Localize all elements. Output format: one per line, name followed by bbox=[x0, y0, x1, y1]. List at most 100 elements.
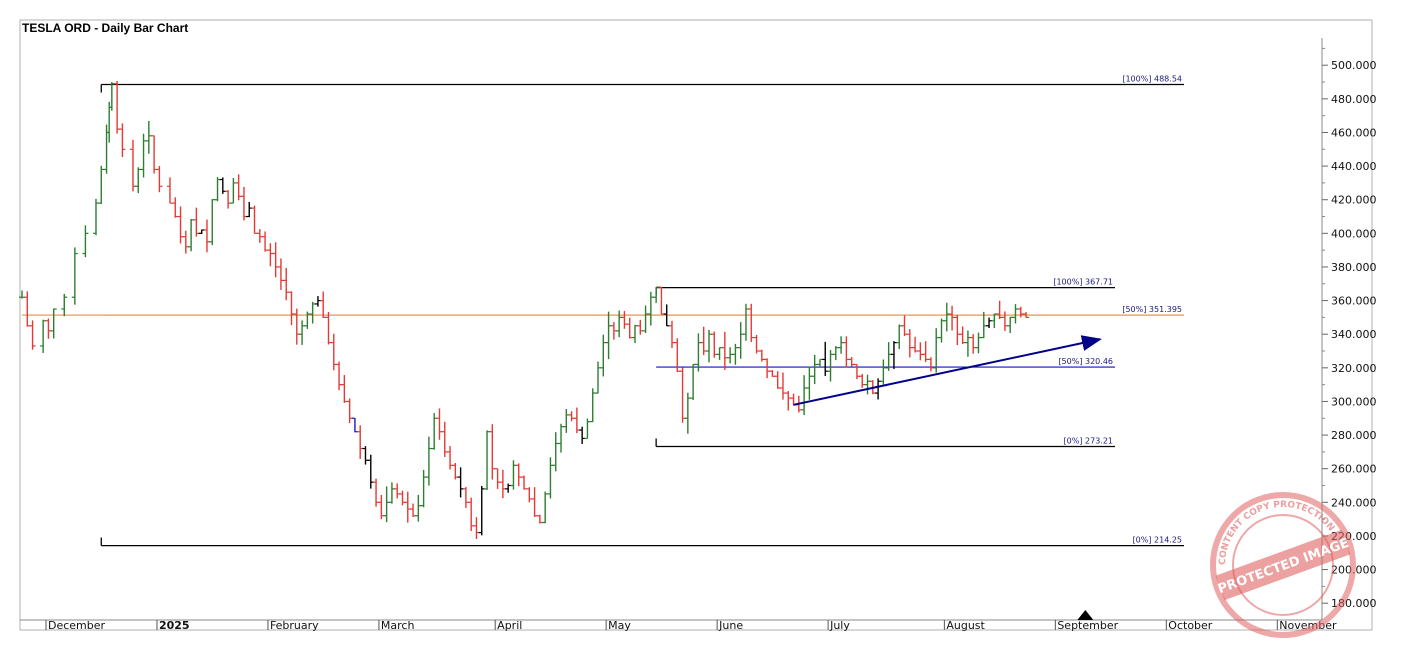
y-tick-label: 280.000 bbox=[1331, 429, 1377, 442]
price-bar bbox=[240, 186, 247, 221]
price-bar bbox=[24, 291, 31, 327]
price-bar bbox=[346, 398, 353, 424]
price-bar bbox=[727, 347, 734, 364]
level-annotation-label: [50%] 320.46 bbox=[1058, 357, 1113, 366]
price-bar bbox=[92, 198, 99, 236]
price-bar bbox=[779, 372, 786, 400]
price-bar bbox=[225, 190, 232, 209]
price-bar bbox=[505, 483, 512, 493]
price-bar bbox=[251, 205, 258, 234]
price-bar bbox=[764, 358, 771, 379]
price-bar bbox=[367, 454, 374, 489]
price-bar bbox=[489, 424, 496, 480]
price-bar bbox=[1017, 306, 1024, 318]
price-bar bbox=[658, 286, 665, 315]
x-tick-label: August bbox=[946, 619, 985, 632]
price-bar bbox=[98, 165, 105, 204]
price-bar bbox=[447, 446, 454, 470]
price-bar bbox=[61, 293, 68, 317]
level-annotation-label: [100%] 488.54 bbox=[1122, 74, 1182, 83]
price-bar bbox=[653, 286, 660, 303]
price-bar bbox=[626, 317, 633, 339]
y-tick-label: 360.000 bbox=[1331, 295, 1377, 308]
price-bar bbox=[912, 336, 919, 353]
price-bar bbox=[336, 361, 343, 391]
price-bar bbox=[82, 225, 89, 258]
price-bar bbox=[785, 391, 792, 411]
price-bar bbox=[822, 341, 829, 376]
x-tick-label: October bbox=[1168, 619, 1212, 632]
price-bar bbox=[700, 326, 707, 356]
price-bar bbox=[219, 177, 226, 194]
x-tick-label: December bbox=[48, 619, 106, 632]
price-bar bbox=[806, 366, 813, 400]
price-bar bbox=[410, 503, 417, 518]
price-bar bbox=[515, 463, 522, 487]
price-bar bbox=[737, 322, 744, 359]
price-bar bbox=[758, 349, 765, 362]
price-bar bbox=[954, 315, 961, 346]
y-tick-label: 440.000 bbox=[1331, 160, 1377, 173]
y-tick-label: 400.000 bbox=[1331, 227, 1377, 240]
y-tick-label: 420.000 bbox=[1331, 194, 1377, 207]
price-bar bbox=[542, 491, 549, 524]
price-bar bbox=[774, 371, 781, 389]
price-bar bbox=[357, 425, 364, 459]
price-bar bbox=[50, 308, 57, 339]
price-bar bbox=[156, 166, 163, 193]
x-tick-label: September bbox=[1057, 619, 1118, 632]
price-bar bbox=[420, 469, 427, 508]
price-bar bbox=[970, 334, 977, 354]
price-bar bbox=[330, 333, 337, 371]
price-bar bbox=[325, 311, 332, 345]
price-bar bbox=[119, 123, 126, 157]
level-annotation-label: [100%] 367.71 bbox=[1053, 278, 1113, 287]
price-bar bbox=[45, 318, 52, 339]
price-bar bbox=[584, 418, 591, 440]
price-bar bbox=[431, 413, 438, 450]
price-bar bbox=[1001, 311, 1008, 332]
price-bar bbox=[473, 517, 480, 540]
price-bar bbox=[880, 359, 887, 385]
price-bar bbox=[309, 301, 316, 324]
price-bar bbox=[679, 367, 686, 423]
trendline-group bbox=[793, 335, 1102, 406]
level-annotation-label: [0%] 273.21 bbox=[1064, 436, 1113, 445]
price-bar bbox=[299, 320, 306, 345]
price-bar bbox=[589, 388, 596, 423]
price-bar bbox=[399, 490, 406, 506]
price-bar bbox=[436, 408, 443, 440]
y-tick-label: 380.000 bbox=[1331, 261, 1377, 274]
price-bar bbox=[732, 343, 739, 365]
price-bar bbox=[341, 375, 348, 403]
price-bar bbox=[621, 310, 628, 329]
y-tick-label: 260.000 bbox=[1331, 463, 1377, 476]
price-bar bbox=[848, 357, 855, 367]
price-bar bbox=[246, 201, 253, 218]
price-bar bbox=[272, 242, 279, 278]
price-bar bbox=[558, 423, 565, 453]
price-bar bbox=[383, 486, 390, 523]
price-bar bbox=[394, 483, 401, 499]
price-bar bbox=[838, 336, 845, 354]
price-bar bbox=[890, 341, 897, 370]
price-bar bbox=[875, 378, 882, 400]
price-bar bbox=[827, 350, 834, 382]
price-bar bbox=[864, 374, 871, 395]
price-bar bbox=[468, 497, 475, 531]
price-bar bbox=[510, 460, 517, 490]
price-bar bbox=[816, 358, 823, 367]
price-bar bbox=[129, 139, 136, 192]
date-marker bbox=[1077, 610, 1094, 620]
level-annotation-label: [50%] 351.395 bbox=[1122, 305, 1182, 314]
price-bar bbox=[933, 328, 940, 373]
price-bar bbox=[1012, 304, 1019, 324]
price-bar bbox=[209, 199, 216, 246]
price-bar bbox=[922, 341, 929, 363]
price-bar bbox=[521, 475, 528, 490]
price-bar bbox=[267, 243, 274, 267]
price-bar bbox=[378, 494, 385, 520]
price-bar bbox=[351, 417, 358, 433]
